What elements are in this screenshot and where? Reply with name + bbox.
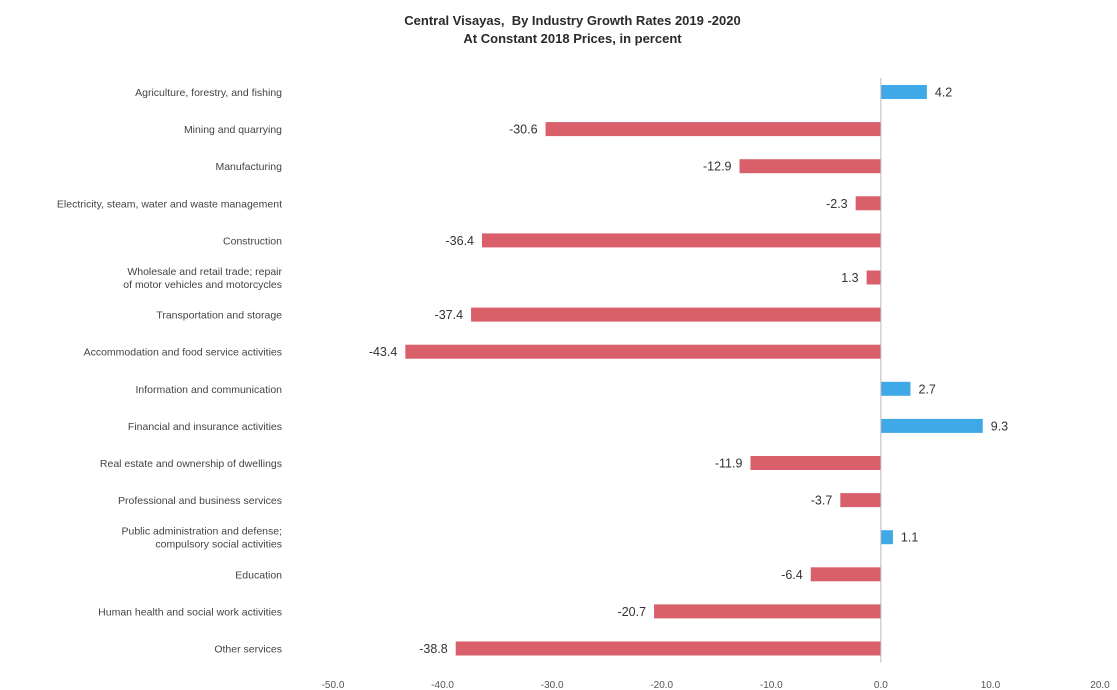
- category-label: Public administration and defense;: [121, 526, 282, 538]
- data-label: -30.6: [509, 123, 538, 137]
- bar: [455, 641, 881, 656]
- bar: [880, 418, 983, 433]
- bar: [654, 604, 881, 619]
- category-label: Accommodation and food service activitie…: [84, 347, 282, 359]
- chart-subtitle: At Constant 2018 Prices, in percent: [463, 31, 682, 46]
- data-label: -20.7: [618, 605, 647, 619]
- bar: [405, 344, 881, 359]
- bar: [866, 270, 881, 285]
- x-tick-label: -10.0: [760, 680, 783, 690]
- data-label: 9.3: [991, 419, 1008, 433]
- category-label: of motor vehicles and motorcycles: [123, 279, 282, 291]
- data-label: 4.2: [935, 86, 952, 100]
- x-tick-label: 0.0: [874, 680, 888, 690]
- data-label: 2.7: [918, 382, 935, 396]
- data-label: -2.3: [826, 197, 848, 211]
- x-tick-label: -40.0: [431, 680, 454, 690]
- bar: [880, 530, 893, 545]
- category-label: Manufacturing: [215, 161, 282, 173]
- chart-title: Central Visayas, By Industry Growth Rate…: [404, 13, 741, 28]
- category-label: Agriculture, forestry, and fishing: [135, 87, 282, 99]
- category-label: Mining and quarrying: [184, 124, 282, 136]
- data-label: 1.1: [901, 531, 918, 545]
- data-label: -3.7: [811, 494, 833, 508]
- data-label: -36.4: [446, 234, 475, 248]
- bar: [880, 381, 911, 396]
- category-label: Construction: [223, 235, 282, 247]
- data-label: -38.8: [419, 642, 448, 656]
- category-label: Electricity, steam, water and waste mana…: [57, 198, 282, 210]
- data-label: -12.9: [703, 160, 732, 174]
- category-label: Transportation and storage: [156, 310, 282, 322]
- chart-title-block: Central Visayas, By Industry Growth Rate…: [0, 12, 1117, 48]
- x-tick-label: -30.0: [541, 680, 564, 690]
- bar: [482, 233, 881, 248]
- x-tick-label: 10.0: [981, 680, 1001, 690]
- category-label: Other services: [214, 644, 282, 656]
- category-label: Information and communication: [136, 384, 283, 396]
- category-label: Financial and insurance activities: [128, 421, 282, 433]
- category-label: Professional and business services: [118, 495, 282, 507]
- data-label: -11.9: [715, 457, 743, 471]
- category-label: Wholesale and retail trade; repair: [127, 266, 282, 278]
- bar: [471, 307, 881, 322]
- x-tick-label: 20.0: [1090, 680, 1110, 690]
- bar: [880, 85, 927, 99]
- category-label: Human health and social work activities: [98, 606, 282, 618]
- bar: [739, 159, 881, 174]
- x-tick-label: -50.0: [322, 680, 345, 690]
- data-label: 1.3: [841, 271, 858, 285]
- data-label: -37.4: [435, 308, 464, 322]
- data-label: -6.4: [781, 568, 803, 582]
- bar: [750, 456, 881, 470]
- category-label: Education: [235, 569, 282, 581]
- bar: [545, 122, 881, 137]
- category-label: compulsory social activities: [155, 539, 282, 551]
- x-tick-label: -20.0: [650, 680, 673, 690]
- bar: [810, 567, 881, 582]
- category-label: Real estate and ownership of dwellings: [100, 458, 282, 470]
- data-label: -43.4: [369, 345, 398, 359]
- bar: [840, 493, 881, 508]
- bar: [855, 196, 881, 211]
